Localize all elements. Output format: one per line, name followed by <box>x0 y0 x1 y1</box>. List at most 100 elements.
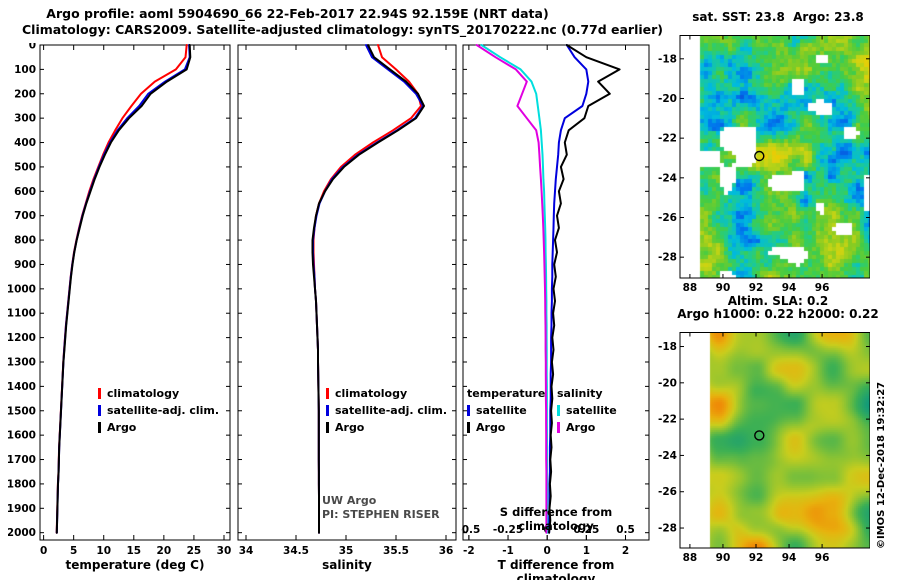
legend-label: satellite <box>476 404 527 417</box>
map-border <box>679 332 870 549</box>
map-sst-axes: 88 90 92 94 96 -18 -20 -22 -24 -26 -28 <box>658 35 870 294</box>
legend-label: satellite-adj. clim. <box>335 404 448 417</box>
lon-tick-label: 94 <box>782 282 797 294</box>
sla-map: 88 90 92 94 96 -18 -20 -22 -24 -26 -28 <box>654 332 870 568</box>
depth-tick-label: 200 <box>14 88 36 100</box>
axes-box <box>462 44 650 541</box>
x-tick-label: 2 <box>622 545 629 557</box>
temperature-profile-argo-line <box>55 44 192 534</box>
x-tick-label: 34.5 <box>283 545 309 557</box>
diff-salinity-legend-header: salinity <box>557 387 603 400</box>
diff-temperature-legend-header: temperature <box>467 387 546 400</box>
legend-label: satellite-adj. clim. <box>107 404 220 417</box>
sst-caption: sat. SST: 23.8 Argo: 23.8 <box>692 10 864 24</box>
legend-label: Argo <box>107 421 137 434</box>
depth-tick-label: 1700 <box>8 454 36 466</box>
temperature-profile-plot: 0 5 10 15 20 25 300100200300400500600700800900… <box>7 40 232 558</box>
depth-tick-label: 300 <box>14 113 36 125</box>
lat-tick-label: -18 <box>658 341 677 353</box>
lon-tick-label: 94 <box>782 552 797 564</box>
x-tick-label: 35.5 <box>383 545 409 557</box>
s-argo-line-swatch <box>557 422 560 433</box>
depth-tick-label: 800 <box>14 235 36 247</box>
legend-label: Argo <box>566 421 596 434</box>
lat-tick-label: -22 <box>658 133 677 145</box>
depth-tick-label: 1400 <box>8 381 36 393</box>
lat-tick-label: -28 <box>658 523 677 535</box>
argo-line-swatch <box>326 422 329 433</box>
argo-float-position-marker <box>754 150 765 162</box>
x-tick-label: 0 <box>544 545 551 557</box>
x-tick-label: 15 <box>126 545 141 557</box>
depth-tick-label: 700 <box>14 210 36 222</box>
argo-float-position-marker <box>754 430 765 441</box>
lat-tick-label: -26 <box>658 486 677 498</box>
temperature-axis-label: temperature (deg C) <box>65 558 205 572</box>
x-tick-label: 25 <box>187 545 202 557</box>
legend-label: Argo <box>335 421 365 434</box>
depth-tick-label: 1600 <box>8 430 36 442</box>
legend-label: climatology <box>107 387 180 400</box>
depth-tick-label: 1100 <box>8 308 36 320</box>
salinity-profile-satellite-adj-clim-line <box>312 44 424 534</box>
depth-tick-label: 2000 <box>8 527 36 539</box>
map-sst-field <box>680 35 870 278</box>
lat-tick-label: -24 <box>658 450 677 462</box>
difference-from-climatology-s-satellite-line <box>480 44 549 534</box>
legend-item-s-argo: Argo <box>557 419 617 436</box>
depth-tick-label: 400 <box>14 137 36 149</box>
figure-title-line1: Argo profile: aoml 5904690_66 22-Feb-201… <box>46 6 549 21</box>
legend-item-t-satellite: satellite <box>467 402 545 419</box>
legend-label: Argo <box>476 421 506 434</box>
lat-tick-label: -18 <box>658 53 677 65</box>
s-tick-label: -0.5 <box>461 524 480 536</box>
depth-tick-label: 600 <box>14 186 36 198</box>
legend-item-s-satellite: satellite <box>557 402 617 419</box>
salinity-legend: climatology satellite-adj. clim. Argo <box>326 385 447 436</box>
salinity-axis-label: salinity <box>322 558 372 572</box>
climatology-line-swatch <box>326 388 329 399</box>
x-tick-label: 5 <box>70 545 77 557</box>
uw-argo-note: UW Argo <box>322 494 377 507</box>
axes-box <box>237 44 457 541</box>
lon-tick-label: 88 <box>683 552 698 564</box>
temperature-profile-panel: 0 5 10 15 20 25 30 0 100 200 300 400 500 600 700 800 900… <box>7 40 240 567</box>
map-border <box>679 35 870 279</box>
x-tick-label: -1 <box>502 545 514 557</box>
pi-note: PI: STEPHEN RISER <box>322 508 440 521</box>
lat-tick-label: -26 <box>658 212 677 224</box>
t-difference-axis-label: T difference from climatology <box>497 558 615 580</box>
temperature-profile-climatology-line <box>55 44 188 534</box>
depth-tick-label: 1200 <box>8 332 36 344</box>
depth-tick-label: 100 <box>14 64 36 76</box>
x-tick-label: 30 <box>217 545 232 557</box>
x-tick-label: 36 <box>439 545 454 557</box>
s-difference-axis-label: S difference from climatology <box>499 505 613 533</box>
x-tick-label: 34 <box>239 545 254 557</box>
lat-tick-label: -20 <box>658 377 677 389</box>
salinity-profile-plot: 34 34.5 35 35.5 36 <box>237 44 457 557</box>
satellite-clim-line-swatch <box>326 405 329 416</box>
x-tick-label: 0 <box>40 545 47 557</box>
x-tick-label: 35 <box>339 545 354 557</box>
x-tick-label: 20 <box>157 545 172 557</box>
difference-from-climatology-s-argo-line <box>475 44 548 534</box>
salinity-profile-climatology-line <box>312 44 422 534</box>
lon-tick-label: 96 <box>815 282 830 294</box>
legend-item-argo: Argo <box>326 419 447 436</box>
legend-item-t-argo: Argo <box>467 419 545 436</box>
lat-tick-label: -20 <box>658 93 677 105</box>
lat-tick-label: -22 <box>658 414 677 426</box>
x-tick-label: -2 <box>463 545 475 557</box>
s-satellite-line-swatch <box>557 405 560 416</box>
difference-from-climatology-t-satellite-line <box>548 44 590 534</box>
legend-item-climatology: climatology <box>98 385 219 402</box>
depth-tick-label: 1500 <box>8 405 36 417</box>
argo-line-swatch <box>98 422 101 433</box>
depth-tick-label: 1800 <box>8 478 36 490</box>
lon-tick-label: 90 <box>716 282 731 294</box>
s-tick-label: 0.25 <box>573 524 599 536</box>
sla-caption-line2: Argo h1000: 0.22 h2000: 0.22 <box>677 307 879 321</box>
